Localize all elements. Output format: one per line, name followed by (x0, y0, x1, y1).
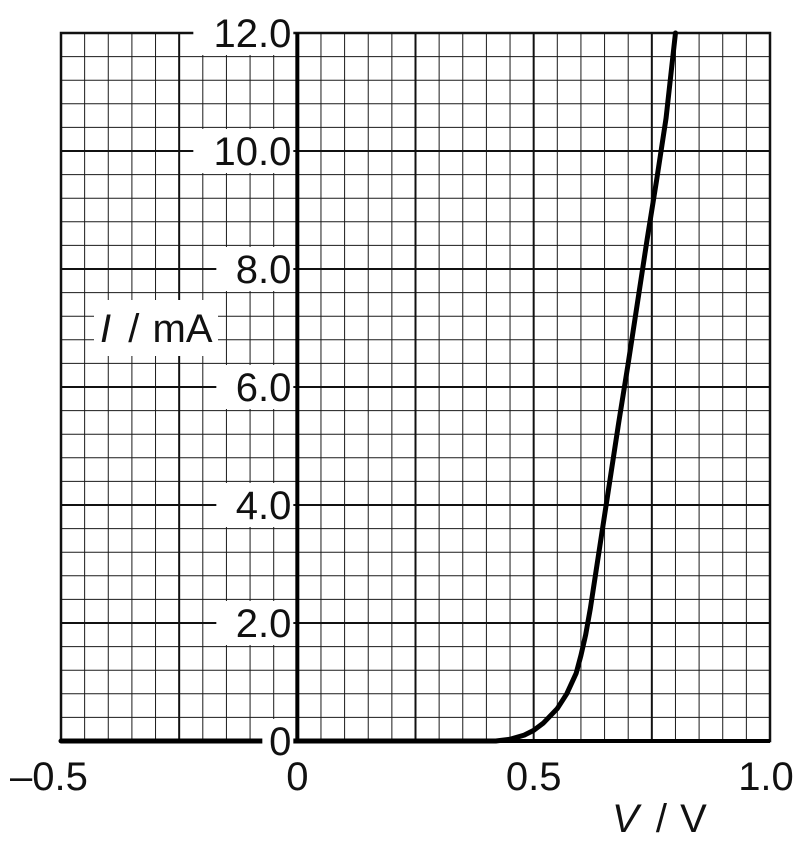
y-tick-label-bg (216, 601, 294, 645)
x-axis-unit: V (680, 797, 707, 841)
y-tick-label-bg (193, 129, 294, 173)
data-series-curve (58, 30, 678, 744)
y-tick-label: 6.0 (236, 366, 292, 410)
y-axis-label-bg (94, 300, 218, 356)
x-tick-label: 0 (286, 755, 308, 799)
y-tick-label: 10.0 (213, 130, 291, 174)
y-tick-label: 8.0 (236, 248, 292, 292)
y-axis-symbol: I (100, 307, 111, 351)
y-axis-unit: mA (153, 307, 213, 351)
y-tick-label: 2.0 (236, 602, 292, 646)
y-tick-label: 0 (269, 720, 291, 764)
iv-curve-line (58, 30, 678, 744)
y-axis-slash: / (128, 307, 140, 351)
x-tick-labels: –0.5 0 0.5 1.0 (10, 755, 794, 799)
y-tick-label-bg (193, 11, 294, 55)
y-tick-labels: 0 2.0 4.0 6.0 8.0 10.0 12.0 (193, 11, 294, 764)
y-tick-label-bg (216, 247, 294, 291)
y-tick-label-bg (216, 483, 294, 527)
x-tick-label: 1.0 (738, 755, 794, 799)
y-tick-label: 4.0 (236, 484, 292, 528)
y-axis-label: I / mA (100, 307, 213, 351)
x-axis-slash: / (656, 797, 668, 841)
y-tick-label-bg (262, 719, 294, 763)
x-axis-label: V / V (612, 797, 707, 841)
y-tick-label: 12.0 (213, 12, 291, 56)
x-tick-label: –0.5 (10, 755, 88, 799)
y-tick-label-bg (216, 365, 294, 409)
x-axis-symbol: V (612, 797, 642, 841)
x-tick-label: 0.5 (506, 755, 562, 799)
